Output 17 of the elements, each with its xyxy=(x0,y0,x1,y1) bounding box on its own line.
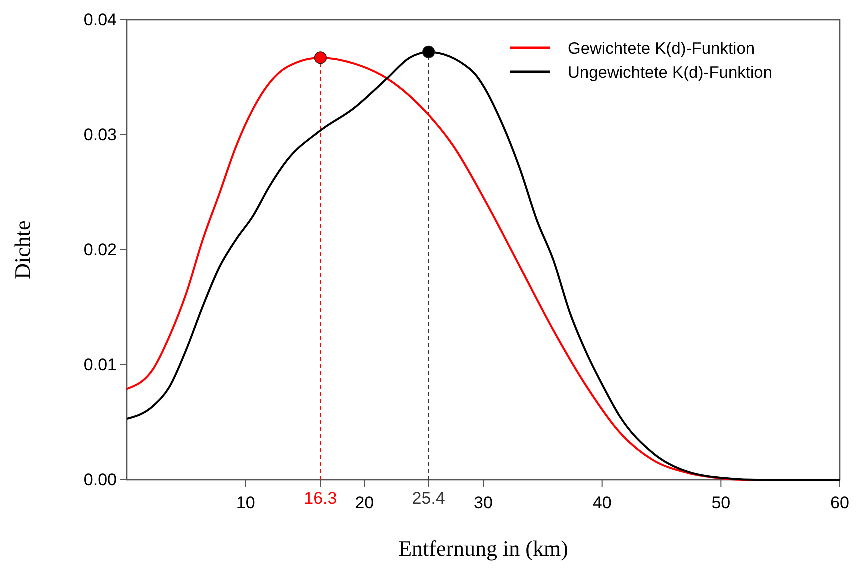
ref-line-label: 25.4 xyxy=(412,489,446,508)
y-tick-label: 0.03 xyxy=(84,125,117,144)
x-axis-title: Entfernung in (km) xyxy=(398,536,568,561)
x-tick-label: 10 xyxy=(236,494,256,513)
x-tick-label: 40 xyxy=(592,494,612,513)
ref-line-label: 16.3 xyxy=(304,489,338,508)
y-tick-label: 0.01 xyxy=(84,355,117,374)
x-tick-label: 50 xyxy=(712,494,731,513)
legend-label: Ungewichtete K(d)-Funktion xyxy=(568,64,773,82)
legend-label: Gewichtete K(d)-Funktion xyxy=(568,40,756,58)
y-axis-title: Dichte xyxy=(10,220,35,280)
x-tick-label: 30 xyxy=(474,494,493,513)
y-tick-label: 0.00 xyxy=(84,470,117,490)
y-tick-label: 0.02 xyxy=(84,240,117,260)
y-tick-label: 0.04 xyxy=(84,10,117,30)
x-tick-label: 60 xyxy=(830,494,850,513)
x-tick-label: 20 xyxy=(355,494,374,513)
